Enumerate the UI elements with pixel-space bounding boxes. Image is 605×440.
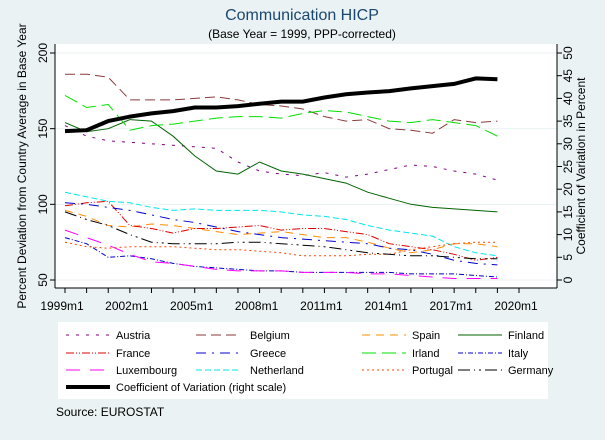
y-right-tick-label: 50 — [561, 46, 575, 60]
y-right-tick-label: 20 — [561, 182, 575, 196]
y-right-tick-label: 10 — [561, 228, 575, 242]
x-tick-label: 1999m1 — [40, 299, 84, 313]
series-line-france — [64, 200, 498, 261]
y-right-tick-label: 25 — [561, 160, 575, 174]
series-line-netherland — [64, 191, 498, 257]
y-tick-label: 150 — [36, 118, 50, 138]
legend-label: Austria — [116, 330, 151, 342]
series-line-germany — [64, 211, 498, 260]
legend-label: Portugal — [412, 365, 453, 377]
y-axis-right-title: Coefficient of Variation in Percent — [574, 77, 588, 255]
x-tick-label: 2017m1 — [429, 299, 473, 313]
y-right-tick-label: 5 — [561, 254, 575, 261]
legend-label: Luxembourg — [116, 365, 177, 377]
series-line-austria — [64, 125, 498, 181]
y-right-tick-label: 40 — [561, 91, 575, 105]
legend-label: Italy — [508, 348, 529, 360]
series-line-belgium — [65, 73, 498, 134]
x-tick-label: 2014m1 — [365, 299, 409, 313]
y-right-tick-label: 15 — [561, 205, 575, 219]
y-right-tick-label: 35 — [561, 114, 575, 128]
y-tick-label: 50 — [36, 273, 50, 287]
series-line-luxembourg — [64, 229, 498, 279]
series-line-irland — [64, 94, 498, 137]
y-right-tick-label: 45 — [561, 69, 575, 83]
x-tick-label: 2002m1 — [105, 299, 149, 313]
legend-label: Spain — [412, 330, 440, 342]
chart-title: Communication HICP — [225, 7, 379, 24]
series-line-greece — [64, 202, 498, 266]
legend-label: Greece — [250, 348, 286, 360]
y-tick-label: 100 — [36, 194, 50, 214]
plot-area — [55, 44, 557, 288]
y-tick-label: 200 — [36, 43, 50, 63]
series-line-coefficient-of-variation-right-scale — [64, 76, 498, 134]
legend-label: Coefficient of Variation (right scale) — [116, 382, 286, 394]
series-line-portugal — [64, 241, 498, 257]
y-right-tick-label: 0 — [561, 276, 575, 283]
x-tick-label: 2008m1 — [235, 299, 279, 313]
legend-label: Irland — [412, 348, 440, 360]
x-tick-label: 2011m1 — [300, 299, 343, 313]
series-line-finland — [64, 119, 498, 213]
legend-label: France — [116, 348, 150, 360]
y-axis-title: Percent Deviation from Country Average i… — [15, 23, 29, 308]
series-layer — [64, 73, 498, 279]
x-tick-label: 2020m1 — [494, 299, 538, 313]
x-tick-label: 2005m1 — [170, 299, 214, 313]
legend-label: Germany — [508, 365, 554, 377]
legend-label: Finland — [508, 330, 544, 342]
legend-label: Netherland — [250, 365, 304, 377]
legend-label: Belgium — [250, 330, 290, 342]
y-right-tick-label: 30 — [561, 137, 575, 151]
legend: Austria Belgium Spain Finland France Greece Ir… — [66, 330, 554, 394]
chart-subtitle: (Base Year = 1999, PPP-corrected) — [208, 27, 396, 41]
axes: 50 100 150 200 0 5 10 15 20 25 30 35 40 45 50 1999m1 200… — [36, 43, 575, 313]
source-note: Source: EUROSTAT — [56, 405, 165, 419]
